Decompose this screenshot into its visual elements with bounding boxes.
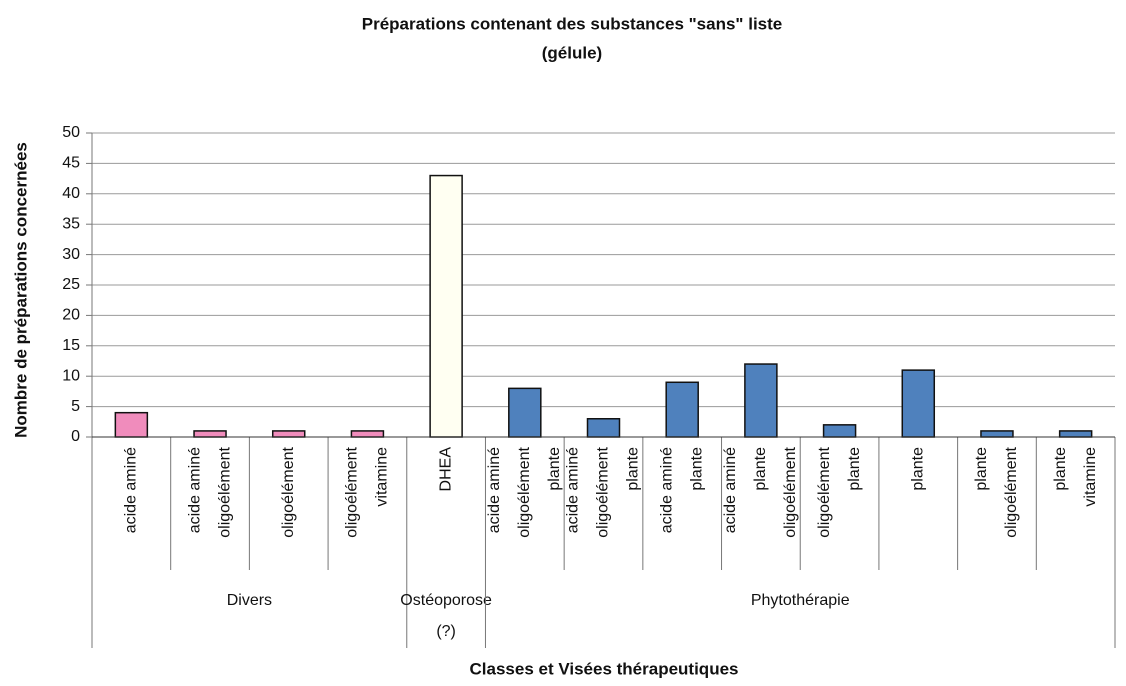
x-axis-title: Classes et Visées thérapeutiques: [470, 659, 739, 678]
y-tick-label: 20: [62, 307, 80, 324]
x-tick-label: oligoélément: [782, 446, 799, 537]
chart-title: Préparations contenant des substances "s…: [362, 14, 782, 33]
x-tick-label: DHEA: [437, 447, 454, 492]
x-tick-label: plante: [846, 447, 863, 491]
x-tick-label: plante: [688, 447, 705, 491]
bar: [114, 411, 149, 438]
x-tick-label: oligoélément: [216, 446, 233, 537]
x-tick-label: acide aminé: [123, 447, 140, 533]
x-tick-label: plante: [546, 447, 563, 491]
bar: [429, 174, 463, 438]
y-tick-label: 40: [62, 185, 80, 202]
chart-title: (gélule): [542, 43, 602, 62]
bar: [193, 430, 227, 438]
y-tick-label: 30: [62, 246, 80, 263]
bar: [271, 430, 306, 438]
x-tick-label: plante: [752, 447, 769, 491]
x-tick-label: acide aminé: [722, 447, 739, 533]
bar: [508, 387, 542, 438]
x-tick-label: plante: [1052, 447, 1069, 491]
bar: [822, 424, 857, 438]
group-label: Phytothérapie: [751, 592, 850, 609]
x-tick-label: vitamine: [1082, 447, 1099, 507]
x-tick-label: plante: [625, 447, 642, 491]
x-tick-label: plante: [973, 447, 990, 491]
y-tick-label: 0: [71, 428, 80, 445]
bar: [586, 418, 621, 438]
x-tick-label: vitamine: [374, 447, 391, 507]
y-tick-label: 25: [62, 276, 80, 293]
x-tick-label: oligoélément: [516, 446, 533, 537]
y-tick-label: 35: [62, 215, 80, 232]
bar: [901, 369, 936, 438]
bar: [980, 430, 1014, 438]
x-tick-label: oligoélément: [816, 446, 833, 537]
x-tick-label: oligoélément: [280, 446, 297, 537]
x-tick-label: acide aminé: [565, 447, 582, 533]
x-tick-label: oligoélément: [595, 446, 612, 537]
x-tick-label: acide aminé: [486, 447, 503, 533]
x-tick-label: oligoélément: [344, 446, 361, 537]
x-tick-label: plante: [909, 447, 926, 491]
bar: [744, 363, 778, 438]
x-tick-label: acide aminé: [186, 447, 203, 533]
group-label: Ostéoporose: [400, 592, 492, 609]
y-tick-label: 10: [62, 367, 80, 384]
bar: [1058, 430, 1093, 438]
y-tick-label: 5: [71, 398, 80, 415]
x-tick-label: acide aminé: [658, 447, 675, 533]
bar: [665, 381, 699, 438]
y-tick-label: 15: [62, 337, 80, 354]
y-tick-label: 50: [62, 124, 80, 141]
y-axis-title: Nombre de préparations concernées: [11, 142, 30, 438]
group-label: (?): [436, 623, 456, 640]
y-tick-label: 45: [62, 155, 80, 172]
group-label: Divers: [227, 592, 272, 609]
x-tick-label: oligoélément: [1003, 446, 1020, 537]
bar: [350, 430, 385, 438]
